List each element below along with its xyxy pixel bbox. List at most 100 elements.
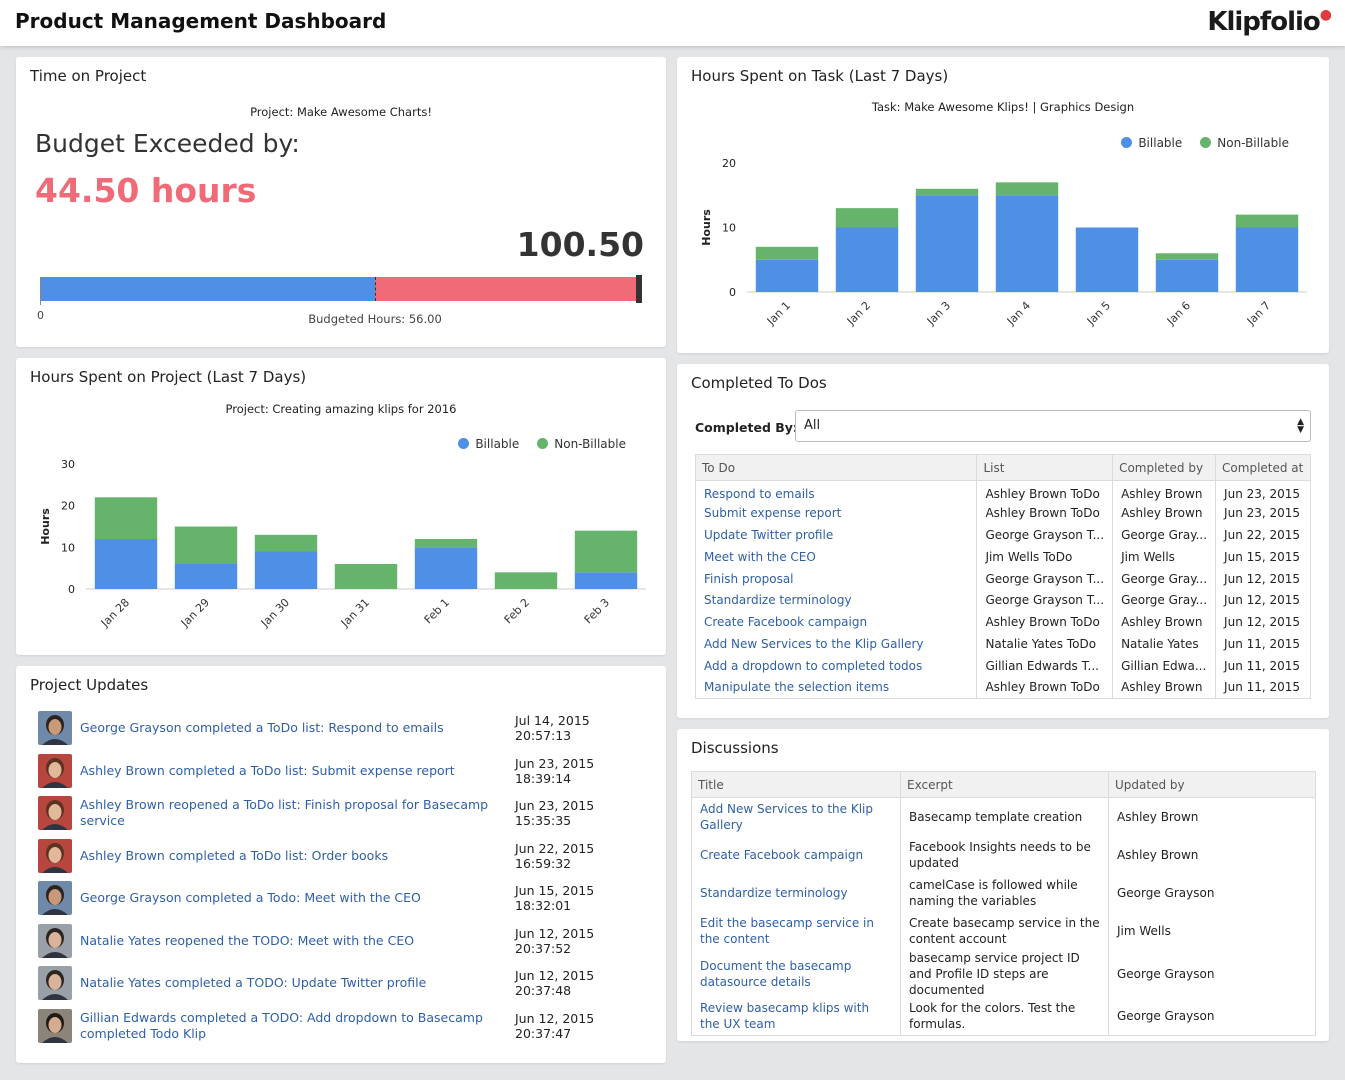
avatar[interactable] xyxy=(38,796,72,830)
bar-non-billable[interactable] xyxy=(995,182,1059,196)
update-link[interactable]: George Grayson completed a ToDo list: Re… xyxy=(80,720,444,735)
todo-link[interactable]: Add a dropdown to completed todos xyxy=(695,654,978,677)
legend-label: Billable xyxy=(1138,136,1183,150)
table-row[interactable]: Finish proposal George Grayson T... George… xyxy=(695,567,1311,590)
table-row[interactable]: Document the basecamp datasource details… xyxy=(691,949,1316,998)
todo-link[interactable]: Add New Services to the Klip Gallery xyxy=(695,633,978,655)
legend-non-billable[interactable]: Non-Billable xyxy=(1200,136,1289,150)
discussion-title-link[interactable]: Review basecamp klips with the UX team xyxy=(691,997,901,1036)
bar-billable[interactable] xyxy=(414,547,478,589)
table-row[interactable]: Standardize terminology camelCase is foll… xyxy=(691,873,1316,912)
list-cell: Ashley Brown ToDo xyxy=(976,611,1114,634)
bar-non-billable[interactable] xyxy=(915,188,979,196)
discussion-title-link[interactable]: Add New Services to the Klip Gallery xyxy=(691,797,901,836)
discussion-title-link[interactable]: Standardize terminology xyxy=(691,873,901,912)
legend-non-billable[interactable]: Non-Billable xyxy=(537,437,626,451)
table-row[interactable]: Review basecamp klips with the UX team Lo… xyxy=(691,997,1316,1036)
update-link[interactable]: George Grayson completed a Todo: Meet wi… xyxy=(80,890,421,905)
table-row[interactable]: Respond to emails Ashley Brown ToDo Ashley… xyxy=(695,480,1311,503)
list-cell: Ashley Brown ToDo xyxy=(976,480,1114,503)
table-row[interactable]: Meet with the CEO Jim Wells ToDo Jim Wells… xyxy=(695,545,1311,568)
table-row[interactable]: Standardize terminology George Grayson T.… xyxy=(695,589,1311,612)
avatar[interactable] xyxy=(38,966,72,1000)
column-header[interactable]: Excerpt xyxy=(900,771,1109,798)
table-row[interactable]: Add a dropdown to completed todos Gillian… xyxy=(695,654,1311,677)
bar-billable[interactable] xyxy=(1235,227,1299,293)
column-header[interactable]: List xyxy=(976,454,1114,481)
todo-link[interactable]: Submit expense report xyxy=(695,502,978,525)
avatar[interactable] xyxy=(38,881,72,915)
bar-non-billable[interactable] xyxy=(755,246,819,260)
avatar[interactable] xyxy=(38,711,72,745)
table-row[interactable]: Submit expense report Ashley Brown ToDo As… xyxy=(695,502,1311,525)
updated-by-cell: George Grayson xyxy=(1117,1009,1215,1024)
y-axis-label: Hours xyxy=(700,209,713,246)
bar-billable[interactable] xyxy=(835,227,899,293)
todo-link[interactable]: Finish proposal xyxy=(695,567,978,590)
table-row[interactable]: Create Facebook campaign Facebook Insight… xyxy=(691,835,1316,874)
bar-non-billable[interactable] xyxy=(494,572,558,589)
avatar[interactable] xyxy=(38,839,72,873)
legend-billable[interactable]: Billable xyxy=(458,437,519,451)
completed-at-cell: Jun 11, 2015 xyxy=(1224,658,1301,673)
todo-link[interactable]: Meet with the CEO xyxy=(695,545,978,568)
discussion-title-link[interactable]: Edit the basecamp service in the content xyxy=(691,911,901,950)
updated-by-cell: Ashley Brown xyxy=(1117,847,1199,862)
table-row[interactable]: Edit the basecamp service in the content… xyxy=(691,911,1316,950)
todo-link[interactable]: Manipulate the selection items xyxy=(695,676,978,699)
klipfolio-logo[interactable]: Klipfolio● xyxy=(1207,7,1332,37)
bar-billable[interactable] xyxy=(94,539,158,589)
bar-non-billable[interactable] xyxy=(414,539,478,548)
avatar-icon xyxy=(38,924,72,958)
bar-billable[interactable] xyxy=(1075,227,1139,293)
column-header[interactable]: Completed by xyxy=(1112,454,1217,481)
completed-by-cell: Natalie Yates xyxy=(1112,633,1217,655)
todo-link[interactable]: Update Twitter profile xyxy=(695,524,978,546)
update-link[interactable]: Natalie Yates reopened the TODO: Meet wi… xyxy=(80,933,415,948)
bar-non-billable[interactable] xyxy=(1235,214,1299,228)
bar-non-billable[interactable] xyxy=(835,208,899,228)
task-hours-chart: 0 10 20 Hours Jan 1 Jan 2 Jan 3 Jan 4 Jan 5 Jan 6… xyxy=(700,157,1307,328)
hours-on-task-card: Hours Spent on Task (Last 7 Days) Task: … xyxy=(677,57,1329,353)
todo-link[interactable]: Create Facebook campaign xyxy=(695,611,978,634)
update-link[interactable]: Ashley Brown completed a ToDo list: Subm… xyxy=(80,763,455,778)
bar-non-billable[interactable] xyxy=(94,497,158,539)
todo-link[interactable]: Standardize terminology xyxy=(695,589,978,612)
column-header[interactable]: Updated by xyxy=(1108,771,1316,798)
table-row[interactable]: Create Facebook campaign Ashley Brown ToD… xyxy=(695,611,1311,634)
bar-billable[interactable] xyxy=(995,195,1059,292)
list-cell: George Grayson T... xyxy=(976,589,1114,612)
table-row[interactable]: Update Twitter profile George Grayson T..… xyxy=(695,524,1311,546)
bar-billable[interactable] xyxy=(1155,259,1219,292)
bar-non-billable[interactable] xyxy=(254,534,318,552)
bar-billable[interactable] xyxy=(174,564,238,589)
update-link[interactable]: Ashley Brown completed a ToDo list: Orde… xyxy=(80,848,389,863)
legend-billable[interactable]: Billable xyxy=(1121,136,1182,150)
update-timestamp: Jun 15, 2015 18:32:01 xyxy=(515,883,595,913)
update-link[interactable]: Ashley Brown reopened a ToDo list: Finis… xyxy=(80,797,489,828)
bar-non-billable[interactable] xyxy=(1155,253,1219,260)
bar-billable[interactable] xyxy=(574,572,638,589)
table-row[interactable]: Manipulate the selection items Ashley Bro… xyxy=(695,676,1311,699)
bar-billable[interactable] xyxy=(755,259,819,292)
update-link[interactable]: Natalie Yates completed a TODO: Update T… xyxy=(80,975,427,990)
completed-by-select[interactable]: All ▲ ▼ xyxy=(795,410,1311,442)
column-header[interactable]: To Do xyxy=(695,454,978,481)
discussion-title-link[interactable]: Create Facebook campaign xyxy=(691,835,901,874)
bar-billable[interactable] xyxy=(254,551,318,590)
discussion-title-link[interactable]: Document the basecamp datasource details xyxy=(691,949,901,998)
table-row[interactable]: Add New Services to the Klip Gallery Base… xyxy=(691,797,1316,836)
column-header[interactable]: Completed at xyxy=(1215,454,1311,481)
updated-by-cell: Jim Wells xyxy=(1117,923,1171,938)
column-header[interactable]: Title xyxy=(691,771,901,798)
bar-non-billable[interactable] xyxy=(574,530,638,573)
todo-link[interactable]: Respond to emails xyxy=(695,480,978,503)
update-link[interactable]: Gillian Edwards completed a TODO: Add dr… xyxy=(80,1010,483,1041)
table-row[interactable]: Add New Services to the Klip Gallery Nata… xyxy=(695,633,1311,655)
bar-billable[interactable] xyxy=(915,195,979,292)
avatar[interactable] xyxy=(38,924,72,958)
bar-non-billable[interactable] xyxy=(174,526,238,565)
avatar[interactable] xyxy=(38,1009,72,1043)
avatar[interactable] xyxy=(38,754,72,788)
bar-non-billable[interactable] xyxy=(334,564,398,589)
